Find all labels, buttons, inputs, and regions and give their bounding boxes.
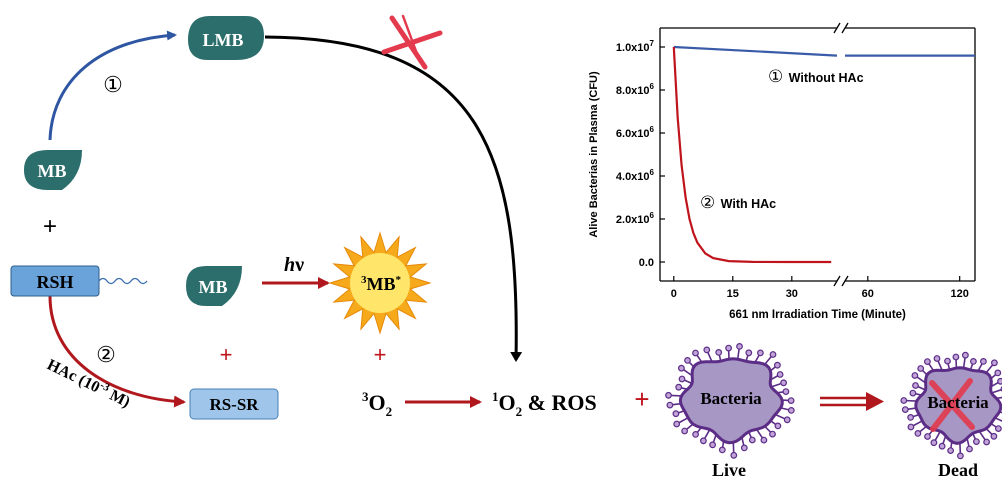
plus-sign-bacteria: + [634, 384, 649, 414]
y-tick-label: 0.0 [639, 257, 654, 269]
double-arrow-live-to-dead [820, 392, 884, 411]
cross-mark-icon [381, 14, 443, 70]
axis-break-mark [833, 22, 841, 34]
y-axis-title: Alive Bacterias in Plasma (CFU) [588, 71, 600, 238]
triplet-oxygen-label: 3O2 [362, 389, 392, 419]
bacteria-cell-icon [678, 357, 784, 445]
dead-bacteria: Bacteria [900, 351, 1002, 460]
y-tick-label: 4.0x106 [616, 168, 655, 183]
x-axis-title: 661 nm Irradiation Time (Minute) [729, 309, 906, 321]
dead-bacteria-label: Bacteria [927, 393, 989, 412]
light-hv-label: hν [284, 254, 304, 276]
triplet-mb-label: 3MB* [361, 274, 402, 294]
mb-molecule-top: MB [24, 150, 82, 190]
step-2-marker: ② [96, 342, 116, 367]
rsh-box: RSH [10, 265, 148, 297]
plus-sign-top: + [43, 213, 57, 240]
live-bacteria-label: Bacteria [700, 389, 762, 408]
plus-sign-3mb: + [374, 342, 387, 367]
y-tick-label: 6.0x106 [616, 125, 655, 140]
y-tick-label: 8.0x106 [616, 82, 655, 97]
red-arrow-rsh-to-rssr [48, 295, 186, 408]
chain-wave-icon [98, 277, 148, 285]
y-tick-label: 2.0x106 [616, 211, 655, 226]
mb-middle-label: MB [199, 277, 228, 297]
x-tick-label: 0 [671, 288, 677, 300]
x-tick-label: 120 [951, 288, 969, 300]
axis-break-mark [833, 275, 841, 287]
lmb-label: LMB [202, 30, 243, 50]
lmb-molecule: LMB [188, 16, 264, 60]
bacteria-pili [900, 351, 1002, 460]
live-bacteria: Bacteria [665, 343, 795, 459]
axis-break-mark [841, 22, 849, 34]
series-label-2: ② With HAc [700, 193, 776, 213]
y-tick-label: 1.0x107 [616, 39, 655, 54]
x-tick-label: 60 [862, 288, 874, 300]
rssr-label: RS-SR [209, 395, 259, 414]
plus-sign-mb: + [220, 342, 233, 367]
x-tick-label: 30 [786, 288, 798, 300]
rssr-box: RS-SR [189, 388, 279, 420]
singlet-oxygen-ros-label: 1O2 & ROS [492, 389, 597, 419]
series-label-1: ① Without HAc [768, 67, 864, 87]
dead-cross-icon [929, 378, 975, 432]
black-arrow-lmb-to-ros [264, 35, 523, 362]
axis-break-mark [841, 275, 849, 287]
mb-molecule-middle: MB [186, 266, 242, 306]
survival-chart: 0.0 2.0x106 4.0x106 6.0x106 8.0x106 1.0x107 0 1… [588, 22, 976, 321]
series-line-2 [672, 46, 832, 264]
x-tick-label: 15 [727, 288, 739, 300]
hac-condition: HAc (10-3 M) [44, 355, 133, 412]
dead-caption: Dead [938, 460, 978, 480]
step-1-marker: ① [103, 72, 123, 97]
excited-triplet-mb: 3MB* [328, 231, 432, 335]
rsh-label: RSH [36, 272, 73, 292]
mb-top-label: MB [38, 161, 67, 181]
live-caption: Live [712, 460, 746, 480]
blue-arrow-mb-to-lmb [48, 30, 177, 141]
series-line-1 [673, 45, 975, 57]
